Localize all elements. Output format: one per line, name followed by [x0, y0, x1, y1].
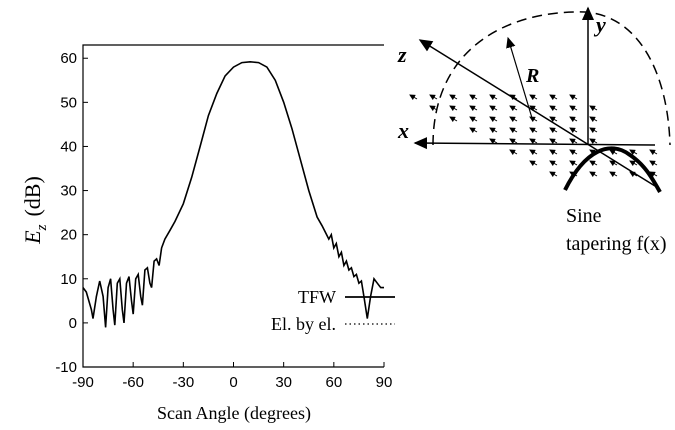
sine-taper — [563, 146, 662, 193]
field-arrow — [629, 160, 638, 167]
field-arrow — [529, 105, 538, 112]
dashed-arc — [432, 11, 671, 146]
field-arrow — [569, 149, 578, 156]
field-arrow — [529, 127, 538, 134]
field-arrow — [549, 138, 558, 145]
field-arrow — [549, 116, 558, 123]
field-arrow — [589, 105, 598, 112]
field-arrow — [569, 160, 578, 167]
field-arrow — [569, 127, 578, 134]
x-axis-arrow — [413, 137, 656, 150]
y-tick-label: -10 — [55, 359, 77, 376]
field-arrow — [529, 149, 538, 156]
field-arrow — [549, 127, 558, 134]
inset-diagram: z y x R Sine tapering f(x) — [397, 6, 671, 255]
field-arrow — [489, 138, 498, 145]
x-label: x — [397, 118, 409, 143]
caption: Sine — [566, 205, 602, 227]
field-arrow — [529, 160, 538, 167]
field-arrow — [469, 116, 478, 123]
field-arrow — [509, 149, 518, 156]
x-axis-label: Scan Angle (degrees) — [157, 403, 311, 424]
field-arrow — [609, 149, 618, 156]
field-arrow — [629, 171, 638, 178]
radius-arrow — [506, 36, 533, 119]
field-arrow — [449, 105, 458, 112]
legend-label: TFW — [298, 287, 336, 307]
legend-label: El. by el. — [271, 314, 336, 334]
field-arrow — [589, 138, 598, 145]
field-arrow — [549, 149, 558, 156]
x-tick-label: -30 — [172, 374, 194, 391]
field-arrow — [649, 160, 658, 167]
field-arrow — [609, 171, 618, 178]
field-arrow — [509, 138, 518, 145]
field-arrow — [509, 94, 518, 101]
y-tick-label: 20 — [60, 227, 77, 244]
axes-frame — [82, 44, 384, 368]
field-arrow — [569, 138, 578, 145]
y-label-unit: (dB) — [20, 176, 45, 216]
y-tick-label: 10 — [60, 271, 77, 288]
field-arrow — [589, 116, 598, 123]
field-arrow — [549, 105, 558, 112]
field-arrow — [589, 171, 598, 178]
x-tick-label: -90 — [72, 374, 94, 391]
y-label-subscript: z — [34, 224, 50, 231]
field-arrow — [449, 116, 458, 123]
y-tick-label: 60 — [60, 50, 77, 67]
field-arrow — [569, 105, 578, 112]
field-arrow — [569, 116, 578, 123]
field-arrow — [449, 94, 458, 101]
r-label: R — [525, 65, 539, 87]
field-arrow — [509, 127, 518, 134]
field-arrow — [529, 94, 538, 101]
caption: tapering f(x) — [566, 233, 667, 255]
field-arrow — [469, 94, 478, 101]
field-arrow — [489, 94, 498, 101]
field-arrow — [549, 94, 558, 101]
field-arrow — [549, 160, 558, 167]
field-arrow — [569, 94, 578, 101]
field-arrow — [549, 171, 558, 178]
field-arrow — [489, 116, 498, 123]
plot: -10 0 10 20 30 40 50 60 -90 -60 -30 0 30 60 90 TFW El. b… — [55, 44, 395, 391]
field-arrow — [629, 149, 638, 156]
x-tick-label: 0 — [229, 374, 237, 391]
z-label: z — [397, 42, 407, 67]
field-arrow — [469, 127, 478, 134]
series-line — [82, 60, 384, 328]
y-tick-label: 50 — [60, 94, 77, 111]
field-arrow — [509, 105, 518, 112]
z-axis-arrow — [418, 39, 656, 187]
field-arrow — [649, 149, 658, 156]
y-tick-label: 40 — [60, 138, 77, 155]
field-arrow — [529, 138, 538, 145]
field-arrow — [489, 105, 498, 112]
field-arrow — [509, 116, 518, 123]
y-label: y — [593, 12, 606, 37]
series-line — [82, 61, 384, 328]
x-tick-label: -60 — [122, 374, 144, 391]
y-tick-label: 30 — [60, 183, 77, 200]
field-arrow — [429, 94, 438, 101]
x-tick-label: 60 — [325, 374, 342, 391]
field-arrow — [409, 94, 418, 101]
y-label-symbol: E — [20, 230, 45, 245]
field-arrow — [649, 171, 658, 178]
field-arrow — [589, 160, 598, 167]
field-arrow — [609, 160, 618, 167]
y-axis-label: Ez (dB) — [20, 176, 50, 245]
arrow-field — [409, 94, 658, 178]
field-arrow — [589, 127, 598, 134]
y-tick-label: 0 — [69, 315, 77, 332]
field-arrow — [429, 105, 438, 112]
field-arrow — [489, 127, 498, 134]
field-arrow — [529, 116, 538, 123]
field-arrow — [469, 105, 478, 112]
x-tick-label: 90 — [376, 374, 393, 391]
x-tick-label: 30 — [275, 374, 292, 391]
